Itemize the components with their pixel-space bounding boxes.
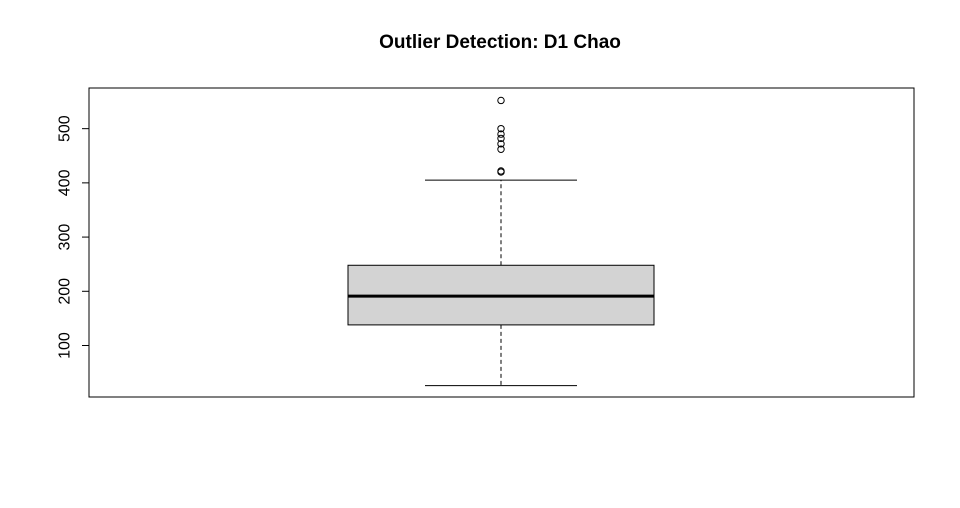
outlier-point — [497, 124, 505, 133]
outlier-point — [497, 134, 505, 143]
y-tick-label: 400 — [57, 169, 74, 196]
y-tick-label: 200 — [57, 278, 74, 305]
outlier-layer — [497, 96, 505, 176]
outlier-point — [497, 140, 505, 148]
outlier-point — [497, 145, 505, 153]
chart-title: Outlier Detection: D1 Chao — [379, 32, 621, 53]
y-tick-label: 300 — [57, 224, 74, 251]
y-tick-label: 100 — [57, 332, 74, 359]
y-tick-label: 500 — [57, 115, 74, 142]
y-axis: 100 200 300 400 500 — [57, 115, 90, 359]
outlier-point — [497, 96, 505, 105]
outlier-point — [497, 130, 505, 138]
outlier-point — [497, 168, 505, 176]
box-layer — [347, 179, 655, 387]
